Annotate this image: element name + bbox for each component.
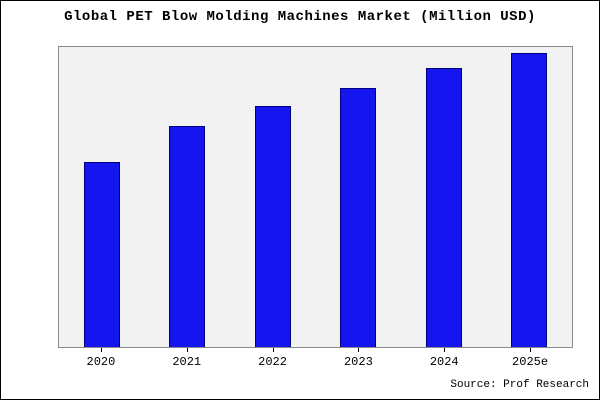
bar-2020 [83, 161, 120, 347]
x-tick-label-2025e: 2025e [487, 348, 573, 369]
x-tick-label-2023: 2023 [315, 348, 401, 369]
plot-area [58, 46, 573, 348]
source-credit: Source: Prof Research [450, 379, 589, 391]
x-tick-label-2024: 2024 [401, 348, 487, 369]
bar-2024 [425, 67, 462, 347]
bar-cell [316, 47, 402, 347]
x-axis-labels: 2020 2021 2022 2023 2024 2025e [58, 348, 573, 370]
bar-2025e [511, 52, 548, 347]
x-tick-label-2020: 2020 [58, 348, 144, 369]
chart-title: Global PET Blow Molding Machines Market … [64, 9, 536, 25]
bar-cell [145, 47, 231, 347]
x-tick-label-2021: 2021 [144, 348, 230, 369]
bar-cell [59, 47, 145, 347]
bar-2023 [340, 88, 377, 347]
bar-2021 [169, 126, 206, 347]
bar-cell [401, 47, 487, 347]
bar-2022 [254, 105, 291, 347]
bar-cell [487, 47, 573, 347]
x-tick-label-2022: 2022 [230, 348, 316, 369]
bar-cell [230, 47, 316, 347]
bar-series [59, 47, 572, 347]
